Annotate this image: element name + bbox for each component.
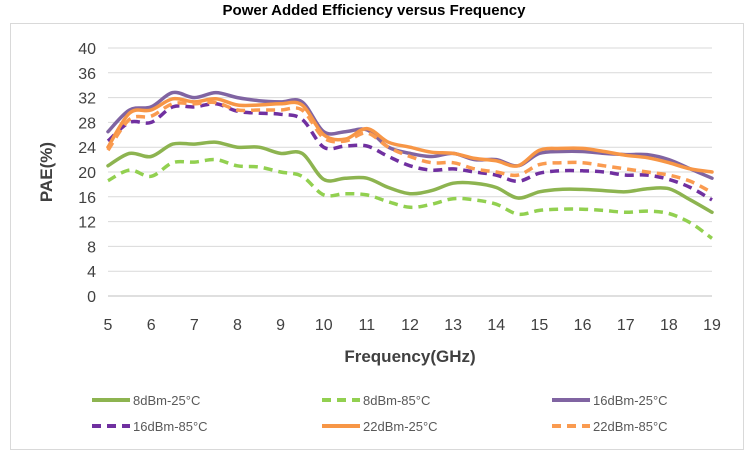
chart-title: Power Added Efficiency versus Frequency — [222, 2, 526, 19]
x-tick-label: 14 — [487, 317, 505, 334]
y-tick-label: 28 — [78, 115, 96, 132]
y-tick-label: 24 — [78, 140, 96, 157]
y-tick-label: 16 — [78, 190, 96, 207]
chart-frame — [10, 23, 744, 450]
x-axis-title: Frequency(GHz) — [344, 347, 475, 366]
series-line-22dbm-25c — [106, 96, 714, 174]
x-tick-label: 18 — [660, 317, 678, 334]
legend-label-22dbm-85c: 22dBm-85°C — [593, 419, 668, 434]
x-tick-label: 11 — [359, 317, 376, 334]
x-tick-label: 19 — [703, 317, 721, 334]
y-tick-label: 12 — [78, 215, 96, 232]
series-line-8dbm-85c — [107, 157, 714, 240]
x-tick-label: 7 — [190, 317, 199, 334]
x-tick-label: 5 — [104, 317, 113, 334]
x-tick-label: 15 — [531, 317, 549, 334]
y-tick-label: 32 — [78, 91, 96, 108]
series-line-8dbm-25c — [106, 140, 714, 215]
legend-label-8dbm-25c: 8dBm-25°C — [133, 393, 200, 408]
x-tick-label: 8 — [233, 317, 242, 334]
y-tick-label: 36 — [78, 66, 96, 83]
legend-label-22dbm-25c: 22dBm-25°C — [363, 419, 438, 434]
x-tick-label: 16 — [574, 317, 592, 334]
x-tick-label: 6 — [147, 317, 156, 334]
x-tick-label: 13 — [444, 317, 462, 334]
x-tick-label: 17 — [617, 317, 635, 334]
x-tick-labels: 5 6 7 8 9 10 11 12 13 14 15 16 17 18 19 — [104, 317, 721, 334]
x-tick-label: 12 — [401, 317, 419, 334]
y-axis-title: PAE(%) — [37, 142, 56, 202]
x-tick-label: 10 — [315, 317, 333, 334]
legend-label-16dbm-85c: 16dBm-85°C — [133, 419, 208, 434]
y-tick-label: 20 — [78, 165, 96, 182]
y-tick-label: 4 — [87, 264, 96, 281]
y-tick-labels: 0 4 8 12 16 20 24 28 32 36 40 — [78, 41, 96, 306]
series-line-22dbm-85c — [106, 100, 713, 195]
legend-label-16dbm-25c: 16dBm-25°C — [593, 393, 668, 408]
x-tick-label: 9 — [276, 317, 285, 334]
legend-label-8dbm-85c: 8dBm-85°C — [363, 393, 430, 408]
y-tick-label: 40 — [78, 41, 96, 58]
gridlines — [108, 47, 712, 297]
y-tick-label: 0 — [87, 289, 96, 306]
legend: 8dBm-25°C 8dBm-85°C 16dBm-25°C 16dBm-85°C 22… — [92, 393, 668, 434]
series-line-16dbm-85c — [106, 101, 713, 202]
series-lines — [106, 90, 714, 240]
y-tick-label: 8 — [87, 239, 96, 256]
